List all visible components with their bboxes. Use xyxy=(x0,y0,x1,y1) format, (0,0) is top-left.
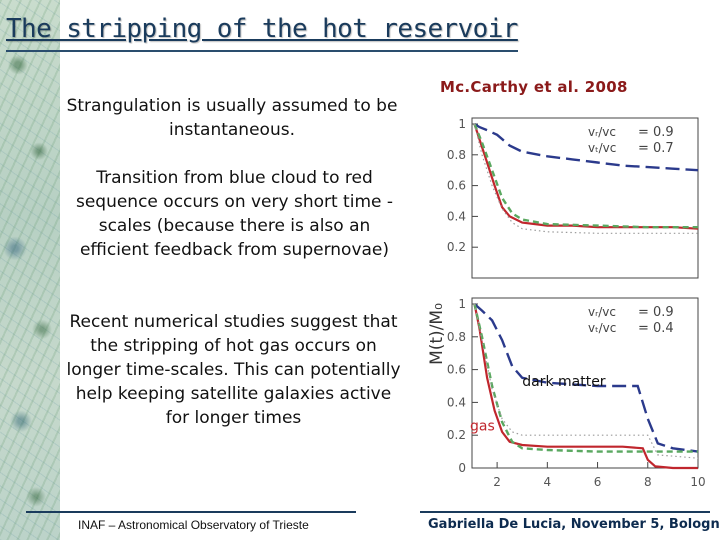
y-tick-label-bottom: 0.2 xyxy=(447,428,466,442)
series-line-gas-bottom xyxy=(473,303,698,470)
y-tick-label-top: 0.2 xyxy=(447,240,466,254)
legend-value-top: = 0.7 xyxy=(638,141,674,156)
figure-credit: Mc.Carthy et al. 2008 xyxy=(440,78,628,96)
legend-label-bottom: vₜ/vᴄ xyxy=(588,321,616,335)
y-tick-label-bottom: 0 xyxy=(458,461,466,475)
y-tick-label-bottom: 0.6 xyxy=(447,363,466,377)
legend-label-top: vₜ/vᴄ xyxy=(588,141,616,155)
title-rule xyxy=(6,50,518,52)
legend-value-bottom: = 0.9 xyxy=(638,305,674,320)
panel-frame-bottom xyxy=(471,297,699,469)
y-tick-label-bottom: 0.4 xyxy=(447,395,466,409)
annotation-gas: gas xyxy=(470,418,495,434)
legend-label-bottom: vᵣ/vᴄ xyxy=(588,305,616,319)
y-tick-label-top: 0.4 xyxy=(447,209,466,223)
legend-value-top: = 0.9 xyxy=(638,125,674,140)
x-tick-label: 10 xyxy=(690,475,705,489)
cosmic-web-decoration xyxy=(0,0,60,540)
y-tick-label-top: 1 xyxy=(458,117,466,131)
series-line-dark-matter-top xyxy=(473,122,699,172)
y-tick-label-bottom: 0.8 xyxy=(447,330,466,344)
y-tick-label-bottom: 1 xyxy=(458,297,466,311)
series-line-green-model-top xyxy=(473,123,698,229)
footer-institution: INAF – Astronomical Observatory of Tries… xyxy=(78,518,309,532)
footer-rule-left xyxy=(26,511,356,513)
legend-value-bottom: = 0.4 xyxy=(638,321,674,336)
footer-rule-right xyxy=(420,511,710,513)
legend-label-top: vᵣ/vᴄ xyxy=(588,125,616,139)
y-tick-label-top: 0.8 xyxy=(447,148,466,162)
x-tick-label: 6 xyxy=(594,475,602,489)
footer-author-date: Gabriella De Lucia, November 5, Bologna xyxy=(428,517,720,532)
series-line-green-model-bottom xyxy=(473,303,698,453)
x-tick-label: 8 xyxy=(644,475,652,489)
paragraph-transition: Transition from blue cloud to red sequen… xyxy=(75,168,394,260)
mass-stripping-plot: M(t)/M₀ 0.2 0.4 0.6 0.8 1 vᵣ/vᴄ = 0.9 vₜ/vᴄ = 0.7… xyxy=(428,102,710,498)
series-line-grey-model-bottom xyxy=(473,303,699,459)
x-tick-label: 2 xyxy=(493,475,501,489)
y-axis-label: M(t)/M₀ xyxy=(428,303,447,365)
y-tick-label-top: 0.6 xyxy=(447,179,466,193)
chart-svg: M(t)/M₀ 0.2 0.4 0.6 0.8 1 vᵣ/vᴄ = 0.9 vₜ/vᴄ = 0.7… xyxy=(428,117,706,489)
slide-title: The stripping of the hot reservoir xyxy=(6,14,518,44)
paragraph-strangulation: Strangulation is usually assumed to be i… xyxy=(66,96,398,140)
x-tick-label: 4 xyxy=(544,475,552,489)
series-line-dark-matter-bottom xyxy=(473,303,699,453)
paragraph-recent-studies: Recent numerical studies suggest that th… xyxy=(66,312,401,428)
annotation-dark-matter: dark matter xyxy=(522,374,606,390)
